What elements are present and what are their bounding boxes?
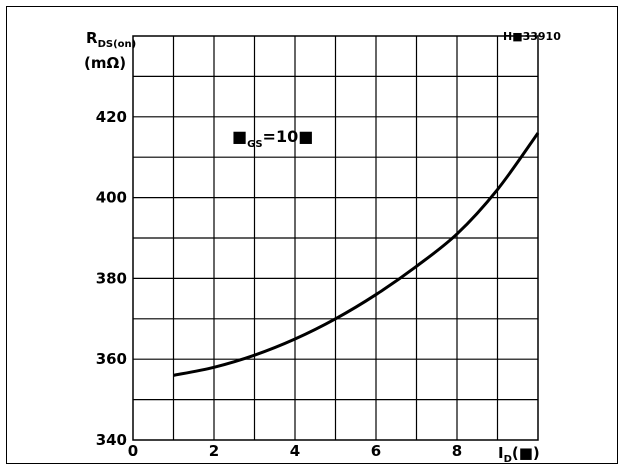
y-axis-label-sub: DS(on) xyxy=(98,39,137,50)
x-axis-label-main: I xyxy=(498,444,504,462)
y-tick-label: 400 xyxy=(96,189,127,207)
x-tick-labels: 0 2 4 6 8 xyxy=(128,442,462,460)
y-tick-label: 340 xyxy=(96,431,127,449)
x-tick-label: 4 xyxy=(290,442,300,460)
y-tick-labels: 340 360 380 400 420 xyxy=(96,108,127,449)
vgs-annotation: ■GS=10■ xyxy=(232,127,313,150)
x-axis-label-unit: (■) xyxy=(512,444,540,462)
x-axis-label-sub: D xyxy=(504,454,512,465)
plot-area-border xyxy=(132,35,539,441)
x-tick-label: 6 xyxy=(371,442,381,460)
x-tick-label: 2 xyxy=(209,442,219,460)
grid xyxy=(133,36,538,440)
rdson-curve xyxy=(173,132,540,377)
y-tick-label: 380 xyxy=(96,269,127,287)
y-tick-label: 420 xyxy=(96,108,127,126)
y-axis-label: RDS(on) xyxy=(86,29,136,50)
x-tick-label: 0 xyxy=(128,442,138,460)
figure-code: H■33910 xyxy=(503,30,561,43)
vgs-annotation-main: ■ xyxy=(232,127,247,146)
y-axis-unit: (mΩ) xyxy=(84,54,126,72)
y-axis-label-main: R xyxy=(86,29,98,47)
figure-border xyxy=(6,6,618,464)
x-tick-label: 8 xyxy=(452,442,462,460)
y-tick-label: 360 xyxy=(96,350,127,368)
vgs-annotation-sub: GS xyxy=(247,139,262,150)
x-axis-label: ID(■) xyxy=(498,444,540,465)
vgs-annotation-rest: =10■ xyxy=(263,127,314,146)
